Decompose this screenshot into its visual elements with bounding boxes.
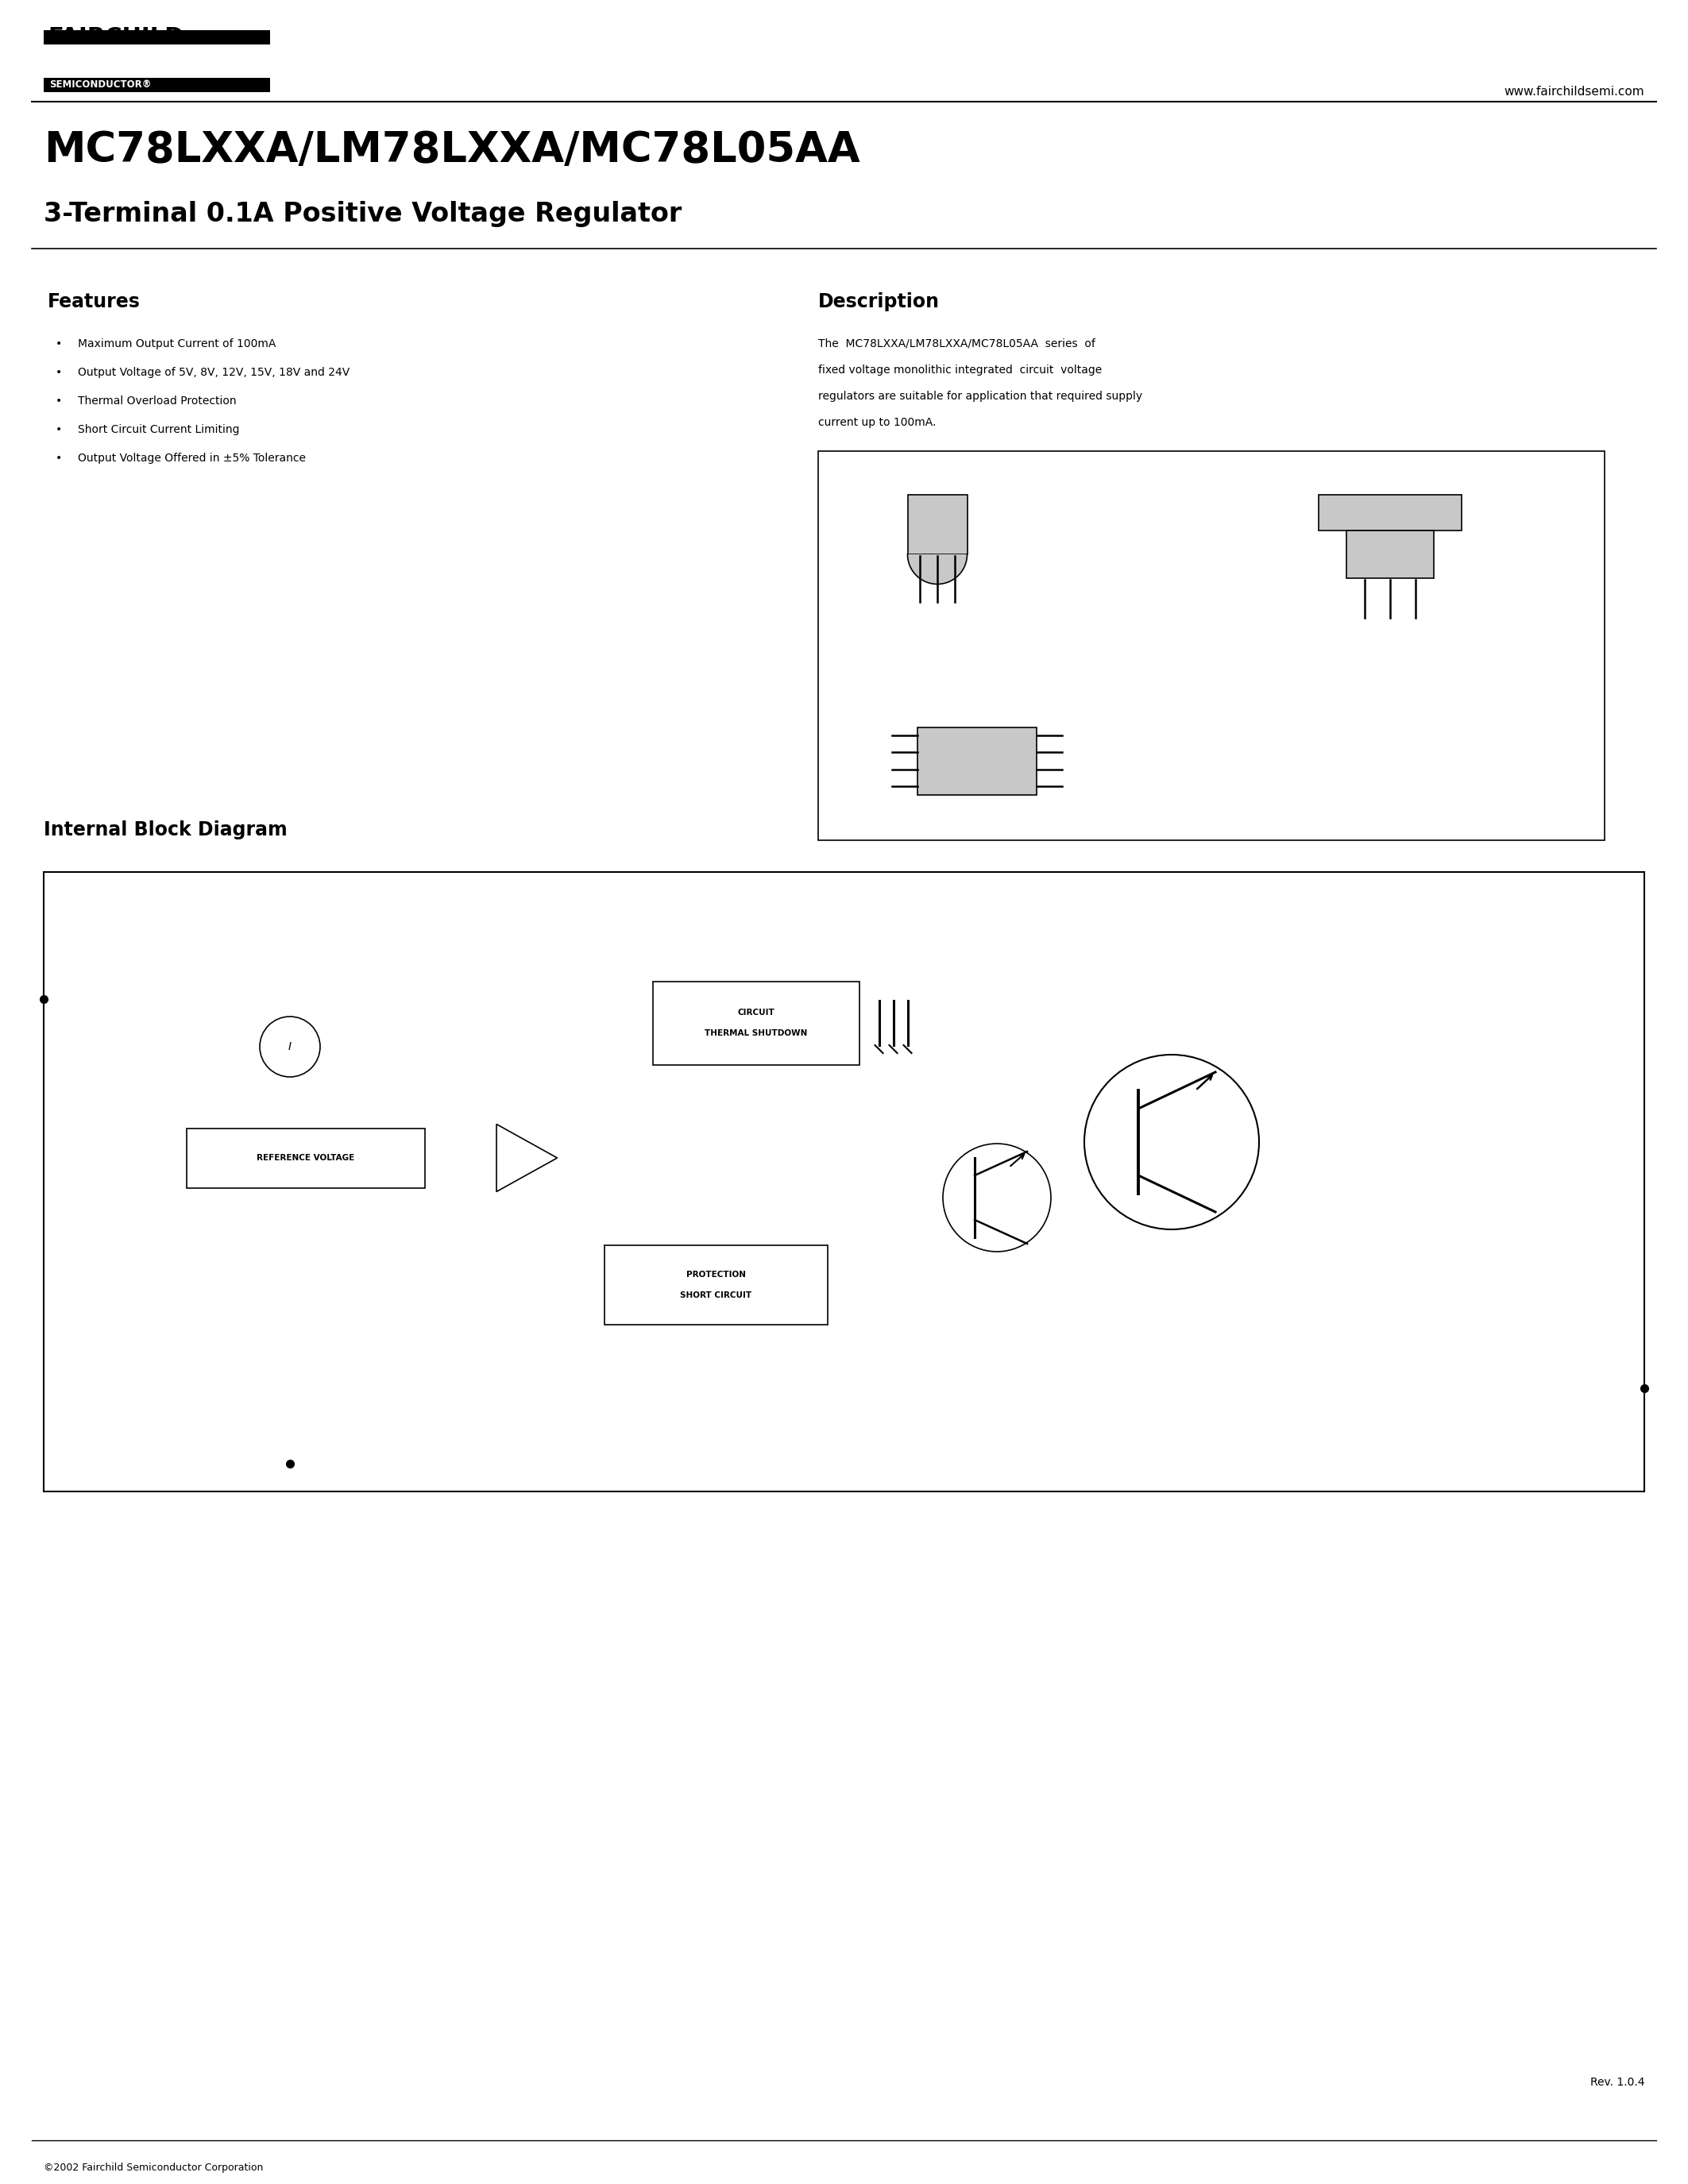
Text: SEMICONDUCTOR®: SEMICONDUCTOR® (49, 81, 152, 90)
Text: 2: 2 (1388, 625, 1393, 631)
Text: Rev. 1.0.4: Rev. 1.0.4 (1590, 2077, 1644, 2088)
Text: Internal Block Diagram: Internal Block Diagram (44, 821, 287, 839)
FancyBboxPatch shape (44, 871, 1644, 1492)
Text: REFERENCE VOLTAGE: REFERENCE VOLTAGE (257, 1153, 354, 1162)
Text: 3-Terminal 0.1A Positive Voltage Regulator: 3-Terminal 0.1A Positive Voltage Regulat… (44, 201, 682, 227)
Text: TO-92: TO-92 (842, 487, 883, 498)
Circle shape (944, 1144, 1052, 1251)
Text: Input: Input (51, 989, 78, 1000)
Text: Output Voltage Offered in ±5% Tolerance: Output Voltage Offered in ±5% Tolerance (78, 452, 306, 463)
Text: 1: 1 (1607, 1391, 1614, 1402)
Text: 1. Output 2. GND 3. Input: 1. Output 2. GND 3. Input (842, 646, 982, 657)
Text: GND: GND (302, 1459, 326, 1470)
FancyBboxPatch shape (44, 79, 270, 92)
FancyBboxPatch shape (908, 496, 967, 555)
Text: 2: 2 (302, 1470, 309, 1479)
Text: GND: GND (1470, 502, 1491, 511)
FancyBboxPatch shape (187, 1129, 425, 1188)
Text: 2: 2 (935, 609, 940, 616)
Text: 5. NC 6. GND 7. GND 8. Input: 5. NC 6. GND 7. GND 8. Input (842, 819, 1003, 830)
Text: www.fairchildsemi.com: www.fairchildsemi.com (1504, 85, 1644, 98)
Circle shape (1084, 1055, 1259, 1230)
Text: fixed voltage monolithic integrated  circuit  voltage: fixed voltage monolithic integrated circ… (819, 365, 1102, 376)
Text: 1: 1 (917, 609, 923, 616)
Text: Rsc: Rsc (1470, 1177, 1487, 1186)
Text: CIRCUIT: CIRCUIT (738, 1009, 775, 1016)
Text: Short Circuit Current Limiting: Short Circuit Current Limiting (78, 424, 240, 435)
Text: 8: 8 (881, 732, 888, 740)
Text: 3: 3 (952, 609, 957, 616)
Text: regulators are suitable for application that required supply: regulators are suitable for application … (819, 391, 1143, 402)
Text: •: • (56, 395, 62, 406)
Text: 1: 1 (1067, 782, 1072, 791)
FancyBboxPatch shape (653, 981, 859, 1064)
Text: •: • (56, 452, 62, 463)
Text: Features: Features (47, 293, 140, 312)
Text: ©2002 Fairchild Semiconductor Corporation: ©2002 Fairchild Semiconductor Corporatio… (44, 2162, 263, 2173)
Text: The  MC78LXXA/LM78LXXA/MC78L05AA  series  of: The MC78LXXA/LM78LXXA/MC78L05AA series o… (819, 339, 1096, 349)
FancyBboxPatch shape (44, 31, 270, 44)
Text: SHORT CIRCUIT: SHORT CIRCUIT (680, 1291, 751, 1299)
Text: current up to 100mA.: current up to 100mA. (819, 417, 937, 428)
Text: 8-SOP: 8-SOP (842, 679, 883, 692)
Circle shape (260, 1016, 321, 1077)
Text: •: • (56, 424, 62, 435)
Text: 1: 1 (1362, 625, 1367, 631)
Text: 1. Output 2. GND 3. GND 4. NC: 1. Output 2. GND 3. GND 4. NC (842, 793, 1013, 804)
Text: SOT-89: SOT-89 (1200, 487, 1247, 498)
Polygon shape (496, 1125, 557, 1192)
Text: MC78LXXA/LM78LXXA/MC78L05AA: MC78LXXA/LM78LXXA/MC78L05AA (44, 129, 861, 170)
FancyBboxPatch shape (918, 727, 1036, 795)
FancyBboxPatch shape (819, 452, 1605, 841)
FancyBboxPatch shape (1347, 531, 1433, 579)
FancyBboxPatch shape (604, 1245, 827, 1326)
Text: FAIRCHILD: FAIRCHILD (47, 26, 184, 48)
Text: PROTECTION: PROTECTION (687, 1271, 746, 1278)
Text: I: I (289, 1042, 292, 1053)
Text: •: • (56, 339, 62, 349)
Text: Description: Description (819, 293, 940, 312)
FancyBboxPatch shape (1318, 496, 1462, 531)
Text: Output: Output (1599, 1378, 1634, 1389)
Text: Maximum Output Current of 100mA: Maximum Output Current of 100mA (78, 339, 275, 349)
Text: 3: 3 (1413, 625, 1418, 631)
Text: THERMAL SHUTDOWN: THERMAL SHUTDOWN (704, 1029, 807, 1037)
Text: Output Voltage of 5V, 8V, 12V, 15V, 18V and 24V: Output Voltage of 5V, 8V, 12V, 15V, 18V … (78, 367, 349, 378)
Text: Thermal Overload Protection: Thermal Overload Protection (78, 395, 236, 406)
Text: 3: 3 (88, 998, 93, 1009)
Text: •: • (56, 367, 62, 378)
